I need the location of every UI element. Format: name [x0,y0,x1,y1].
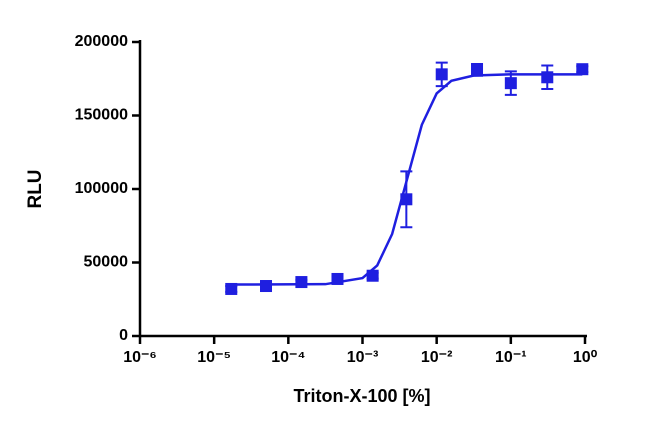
x-tick-label: 10⁻² [421,349,453,366]
y-tick-label: 100000 [75,180,128,197]
data-point [400,193,413,206]
y-tick-label: 200000 [75,33,128,50]
x-tick-label: 10⁻⁴ [271,349,305,366]
data-point [225,282,238,295]
x-tick-label: 10⁻⁶ [123,349,157,366]
data-point [541,71,554,84]
data-point [295,276,308,289]
x-tick-label: 10⁰ [573,349,598,366]
data-point [260,280,273,293]
data-point [331,272,344,285]
x-axis-label: Triton-X-100 [%] [293,386,430,406]
data-point [504,77,517,90]
data-point [435,68,448,81]
x-tick-label: 10⁻⁵ [197,349,231,366]
data-point [576,63,589,76]
data-point [471,63,484,76]
y-tick-label: 50000 [84,254,129,271]
x-tick-label: 10⁻³ [347,349,379,366]
y-tick-label: 150000 [75,107,128,124]
x-tick-label: 10⁻¹ [495,349,527,366]
data-point [366,269,379,282]
y-tick-label: 0 [119,327,128,344]
y-axis-label: RLU [25,169,46,208]
